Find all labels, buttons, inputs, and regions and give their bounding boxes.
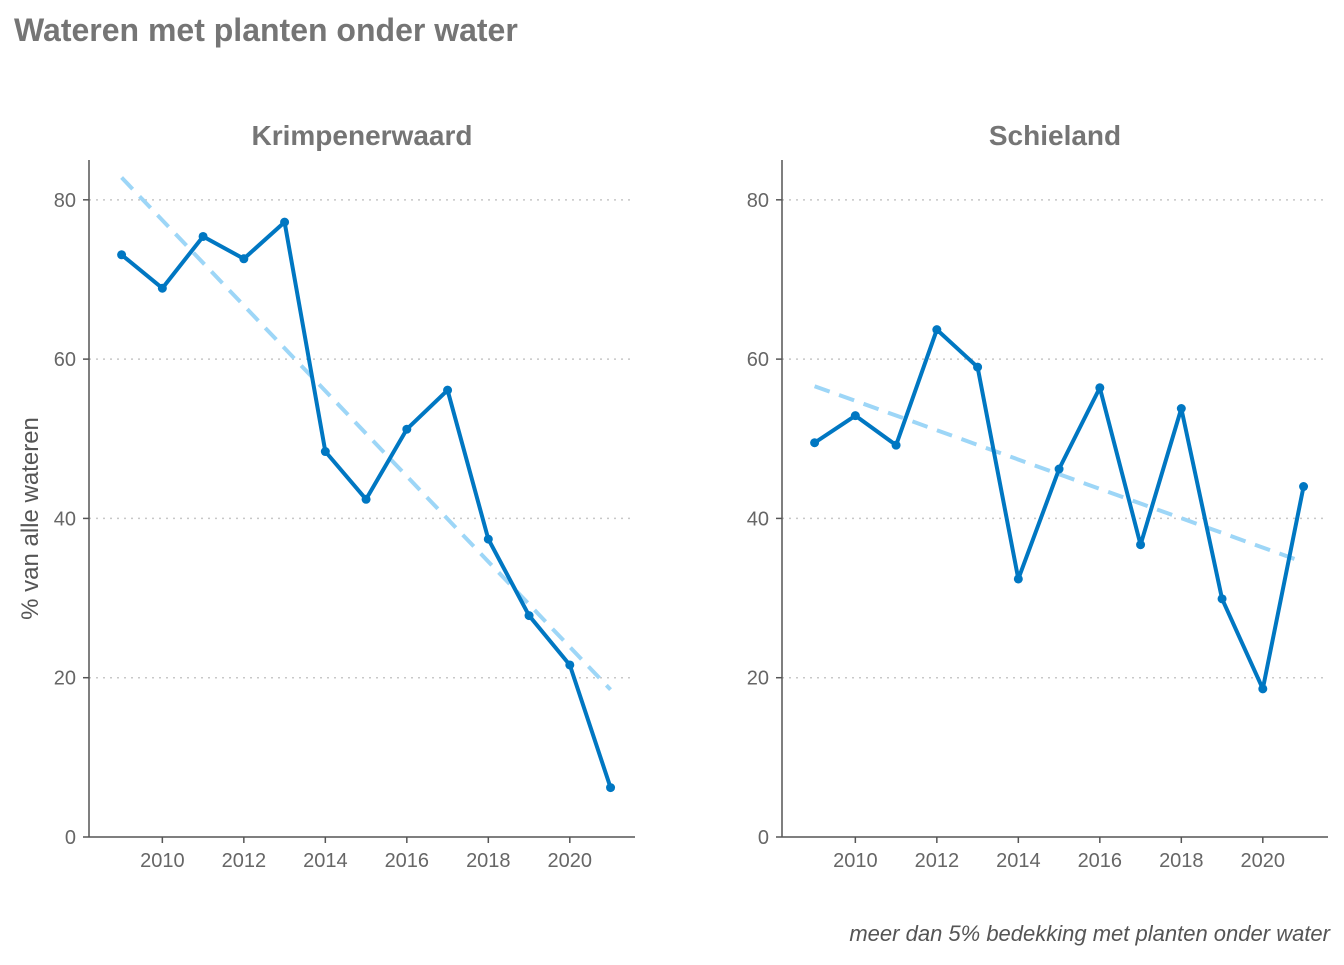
data-point: [891, 440, 901, 450]
data-point: [239, 254, 249, 264]
y-tick-label: 0: [758, 827, 769, 849]
x-tick-label: 2016: [385, 850, 430, 872]
x-tick-label: 2012: [222, 850, 267, 872]
y-tick-label: 20: [54, 668, 76, 690]
data-point: [1217, 594, 1227, 604]
y-tick-label: 20: [747, 668, 769, 690]
x-tick-label: 2012: [915, 850, 960, 872]
data-point: [565, 660, 575, 670]
data-point: [320, 447, 330, 457]
data-point: [932, 325, 942, 335]
y-tick-label: 80: [747, 190, 769, 212]
x-tick-label: 2010: [833, 850, 878, 872]
data-point: [606, 783, 616, 793]
series-line: [120, 220, 613, 789]
data-point: [1013, 574, 1023, 584]
trend-line: [813, 384, 1305, 565]
data-point: [117, 250, 127, 260]
y-tick-label: 40: [54, 508, 76, 530]
data-point: [280, 217, 290, 227]
y-tick-label: 40: [747, 508, 769, 530]
panel-title: Schieland: [989, 120, 1121, 151]
data-point: [402, 424, 412, 434]
data-point: [1095, 383, 1105, 393]
x-tick-label: 2020: [548, 850, 593, 872]
y-tick-label: 80: [54, 190, 76, 212]
data-point: [1136, 540, 1146, 550]
data-point: [443, 385, 453, 395]
data-point: [198, 231, 208, 241]
x-tick-label: 2016: [1078, 850, 1123, 872]
data-point: [850, 411, 860, 421]
data-point: [157, 283, 167, 293]
chart-caption: meer dan 5% bedekking met planten onder …: [849, 921, 1331, 946]
series-line: [813, 327, 1306, 691]
y-tick-label: 60: [747, 349, 769, 371]
data-point: [524, 611, 534, 621]
data-point: [1054, 464, 1064, 474]
y-axis-label: % van alle wateren: [17, 417, 44, 620]
x-tick-label: 2014: [996, 850, 1041, 872]
data-point: [1299, 482, 1309, 492]
y-tick-label: 60: [54, 349, 76, 371]
chart-title: Wateren met planten onder water: [14, 12, 518, 48]
panel-title: Krimpenerwaard: [252, 120, 473, 151]
data-point: [810, 438, 820, 448]
x-tick-label: 2014: [303, 850, 348, 872]
panel-1: Krimpenerwaard 0 20 40 60 80 2010 2012 2014 2016 2…: [17, 120, 635, 872]
data-point: [1258, 684, 1268, 694]
panel-2: Schieland 0 20 40 60 80 2010 2012 2014 2016 2018 20…: [747, 120, 1328, 872]
data-point: [1176, 403, 1186, 413]
x-tick-label: 2020: [1241, 850, 1286, 872]
x-tick-label: 2018: [1159, 850, 1204, 872]
data-point: [973, 362, 983, 372]
trend-line: [120, 176, 612, 692]
y-tick-label: 0: [65, 827, 76, 849]
data-point: [483, 534, 493, 544]
data-point: [361, 494, 371, 504]
x-tick-label: 2010: [140, 850, 185, 872]
x-tick-label: 2018: [466, 850, 511, 872]
